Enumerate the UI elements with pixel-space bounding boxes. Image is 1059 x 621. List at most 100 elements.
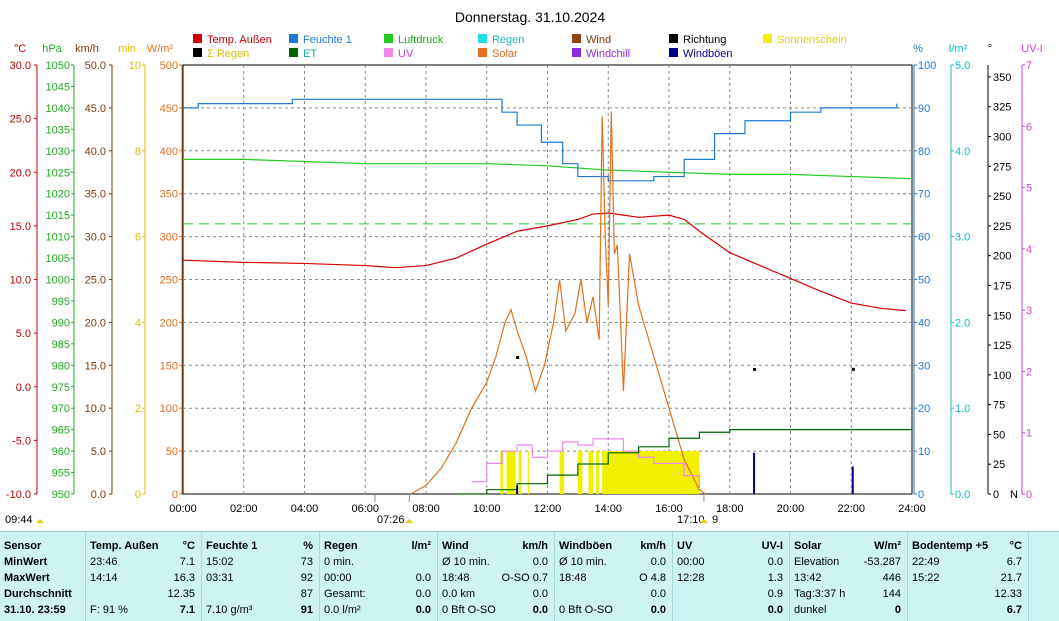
- sunshine-bar: [588, 451, 594, 494]
- stat-header: Regen: [324, 540, 358, 552]
- stat-value: 6.7: [1006, 556, 1022, 568]
- stat-unit: °C: [1009, 540, 1022, 552]
- legend-label: Richtung: [683, 34, 726, 46]
- stat-label: 00:00: [324, 572, 352, 584]
- stats-soil-column: Bodentemp +5 °C 22:49 6.7 15:22 21.7 12.33 6.7: [907, 532, 1029, 621]
- humidity-tick-label: 40: [918, 317, 930, 329]
- stat-label: 7.10 g/m³: [206, 604, 253, 616]
- stat-label: Ø 10 min.: [559, 556, 607, 568]
- stat-label: 03:31: [206, 572, 234, 584]
- humidity-tick-label: 90: [918, 103, 930, 115]
- stat-value: 12.35: [167, 588, 195, 600]
- stat-value: -53.287: [863, 556, 901, 568]
- sunset-icon: [700, 519, 708, 523]
- sunset-tail-label: 9: [712, 514, 718, 526]
- legend-label: Windchill: [586, 48, 630, 60]
- stat-label: dunkel: [794, 604, 827, 616]
- stat-header: Wind: [442, 540, 469, 552]
- legend-label: UV: [398, 48, 414, 60]
- temp-tick-label: 20.0: [10, 167, 31, 179]
- stat-value: 0.0: [415, 588, 431, 600]
- humidity-tick-label: 10: [918, 446, 930, 458]
- min-label: MinWert: [4, 556, 48, 568]
- series-line-feuchte-1: [183, 98, 898, 182]
- temp-tick-label: 30.0: [10, 60, 31, 72]
- solar-tick-label: 250: [160, 275, 178, 287]
- legend-swatch: [478, 48, 487, 57]
- direction-tick-label: 150: [993, 310, 1011, 322]
- sun-marker-icon: [36, 519, 44, 523]
- stat-value: 0.0: [650, 588, 666, 600]
- temp-tick-label: 10.0: [10, 275, 31, 287]
- stat-label: 18:48: [442, 572, 470, 584]
- rain-tick-label: 1.0: [955, 403, 970, 415]
- stat-value: 6.7: [1006, 604, 1022, 616]
- uv-axis-header: UV-I: [1021, 43, 1042, 55]
- stat-value: 0.0: [532, 556, 548, 568]
- stat-value: 0.9: [767, 588, 783, 600]
- pressure-tick-label: 1020: [46, 189, 70, 201]
- direction-tick-label: 50: [993, 429, 1005, 441]
- x-tick-label: 08:00: [412, 503, 440, 515]
- temp-tick-label: -5.0: [12, 435, 31, 447]
- time-marker-left: 09:44: [5, 514, 33, 526]
- stat-value: 7.1: [179, 556, 195, 568]
- series-line-temp-au-en: [182, 212, 906, 312]
- legend-label: ET: [303, 48, 317, 60]
- pressure-tick-label: 990: [52, 317, 70, 329]
- wind-tick-label: 30.0: [85, 232, 106, 244]
- stat-header: Solar: [794, 540, 822, 552]
- stats-uv-column: UV UV-I 00:00 0.0 12:28 1.3 0.9 0.0: [672, 532, 790, 621]
- stat-label: Gesamt:: [324, 588, 366, 600]
- stat-header: Feuchte 1: [206, 540, 258, 552]
- stat-unit: UV-I: [761, 540, 783, 552]
- solar-tick-label: 0: [172, 489, 178, 501]
- sunshine-bar: [506, 451, 516, 494]
- x-tick-label: 04:00: [291, 503, 319, 515]
- x-tick-label: 20:00: [777, 503, 805, 515]
- direction-tick-label: 350: [993, 72, 1011, 84]
- sunshine-bar: [527, 451, 530, 494]
- stat-value: O-SO 0.7: [501, 572, 548, 584]
- solar-tick-label: 200: [160, 317, 178, 329]
- stat-label: 0.0 km: [442, 588, 476, 600]
- pressure-tick-label: 1025: [46, 167, 70, 179]
- stat-unit: l/m²: [411, 540, 431, 552]
- legend-label: Luftdruck: [398, 34, 444, 46]
- stat-label: Elevation: [794, 556, 840, 568]
- stats-temp-column: Temp. Außen °C 23:46 7.1 14:14 16.3 12.35 F: 91…: [85, 532, 202, 621]
- pressure-tick-label: 965: [52, 425, 70, 437]
- stat-header: Temp. Außen: [90, 540, 159, 552]
- stat-label: 12:28: [677, 572, 705, 584]
- pressure-tick-label: 1030: [46, 146, 70, 158]
- humidity-tick-label: 30: [918, 360, 930, 372]
- pressure-tick-label: 1035: [46, 124, 70, 136]
- stat-label: 18:48: [559, 572, 587, 584]
- wind-tick-label: 15.0: [85, 360, 106, 372]
- direction-tick-label: 75: [993, 400, 1005, 412]
- legend-swatch: [193, 34, 202, 43]
- stat-value: 0.0: [767, 604, 783, 616]
- x-tick-label: 10:00: [473, 503, 501, 515]
- temp-tick-label: -10.0: [6, 489, 31, 501]
- direction-north-label: N: [1010, 489, 1018, 501]
- uv-tick-label: 6: [1026, 121, 1032, 133]
- temp-tick-label: 15.0: [10, 221, 31, 233]
- direction-tick-label: 100: [993, 370, 1011, 382]
- legend-swatch: [669, 48, 678, 57]
- legend-label: Sonnenschein: [777, 34, 847, 46]
- stat-value: 0.0: [650, 604, 666, 616]
- now-label: 31.10. 23:59: [4, 604, 66, 616]
- stat-label: 0 Bft O-SO: [442, 604, 496, 616]
- sun-tick-label: 8: [135, 146, 141, 158]
- stat-unit: km/h: [522, 540, 548, 552]
- humidity-tick-label: 60: [918, 232, 930, 244]
- rain-tick-label: 2.0: [955, 317, 970, 329]
- solar-tick-label: 450: [160, 103, 178, 115]
- stat-label: 13:42: [794, 572, 822, 584]
- stat-value: 92: [300, 572, 313, 584]
- legend-swatch: [193, 48, 202, 57]
- legend-label: Temp. Außen: [207, 34, 272, 46]
- pressure-tick-label: 955: [52, 468, 70, 480]
- pressure-tick-label: 960: [52, 446, 70, 458]
